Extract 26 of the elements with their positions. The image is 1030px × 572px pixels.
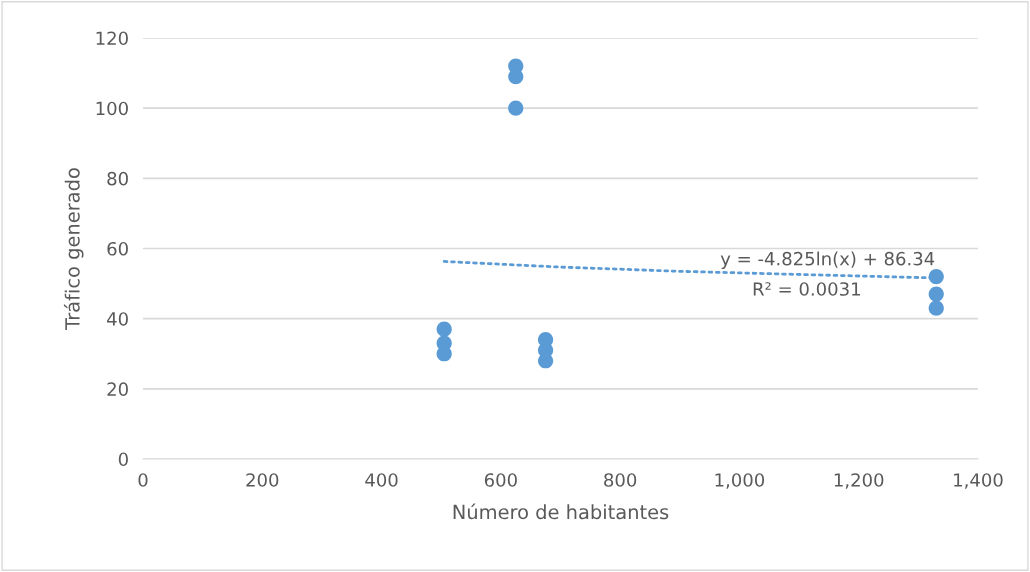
x-tick-label: 400 [365, 473, 398, 487]
point [436, 346, 452, 362]
y-axis-title: Tráfico generado [63, 168, 84, 330]
x-tick-label: 1,200 [834, 473, 884, 489]
annotation: y = -4.825ln(x) + 86.34 [720, 251, 935, 270]
y-tick-label: 60 [107, 241, 128, 256]
x-tick-label: 600 [484, 473, 517, 487]
x-tick-label: 200 [246, 473, 279, 487]
y-tick-label: 20 [107, 382, 128, 396]
annotation: R² = 0.0031 [753, 282, 860, 296]
x-tick-label: 1,400 [954, 473, 1003, 489]
y-tick-label: 120 [96, 31, 128, 46]
point [508, 100, 524, 116]
x-tick-label: 800 [604, 473, 637, 487]
y-tick-label: 40 [107, 312, 128, 326]
x-tick-label: 0 [138, 473, 148, 487]
y-tick-label: 100 [96, 101, 128, 116]
y-tick-label: 0 [118, 452, 128, 467]
point [928, 268, 944, 285]
point [928, 300, 944, 316]
point [537, 353, 554, 369]
point [928, 286, 944, 302]
point [436, 321, 452, 337]
x-tick-label: 1,000 [715, 473, 765, 489]
x-axis-title: Número de habitantes [453, 503, 669, 520]
y-tick-label: 80 [107, 171, 128, 186]
